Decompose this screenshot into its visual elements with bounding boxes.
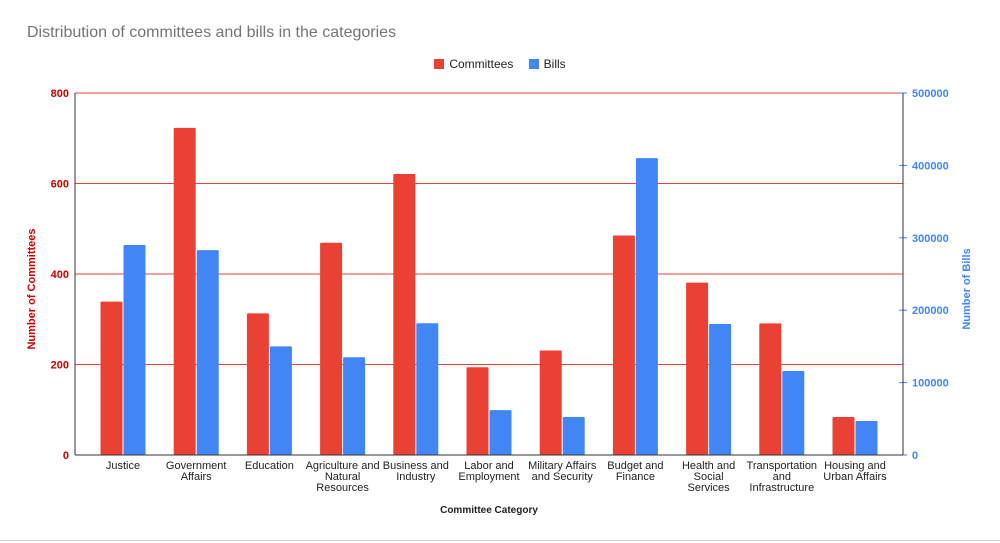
bar-bills	[123, 245, 146, 455]
x-tick-label: Affairs	[181, 471, 212, 483]
x-tick-label: Justice	[106, 460, 140, 472]
legend-label-bills: Bills	[543, 57, 566, 71]
bar-committees	[759, 323, 782, 455]
x-tick-label: Housing and	[824, 460, 886, 472]
x-tick-label: Services	[688, 482, 731, 494]
x-tick-label: Employment	[458, 471, 519, 483]
bar-committees	[466, 367, 489, 455]
legend-swatch-bills	[528, 59, 539, 69]
y-tick-label: 600	[51, 179, 69, 191]
x-tick-label: Resources	[316, 482, 369, 494]
bar-bills	[416, 323, 439, 455]
x-tick-label: and Security	[532, 471, 594, 483]
x-tick-label: Health and	[682, 460, 735, 472]
legend-item-committees[interactable]: Committees	[434, 57, 513, 71]
bar-bills	[709, 323, 732, 455]
legend-swatch-committees	[434, 59, 445, 69]
bar-committees	[173, 127, 196, 455]
x-tick-label: Natural	[325, 471, 360, 483]
legend-label-committees: Committees	[449, 57, 514, 71]
x-tick-label: Business and	[383, 460, 449, 472]
x-tick-label: Agriculture and	[306, 460, 380, 472]
x-tick-label: and	[773, 471, 791, 483]
bar-bills	[562, 416, 585, 455]
x-tick-label: Finance	[616, 471, 655, 483]
bar-committees	[612, 235, 635, 455]
x-axis-title: Committee Category	[440, 505, 538, 516]
legend-item-bills[interactable]: Bills	[528, 57, 566, 71]
y2-tick-label: 300000	[912, 233, 949, 245]
y2-tick-label: 400000	[912, 160, 949, 172]
bar-committees	[320, 242, 343, 455]
bar-bills	[635, 158, 658, 455]
y2-tick-label: 0	[912, 450, 918, 462]
y2-tick-label: 100000	[912, 378, 949, 390]
bar-committees	[100, 301, 123, 455]
x-tick-label: Industry	[396, 471, 436, 483]
y-tick-label: 0	[63, 450, 69, 462]
bar-bills	[782, 371, 805, 455]
bar-committees	[393, 173, 416, 455]
x-tick-label: Social	[694, 471, 724, 483]
x-tick-label: Transportation	[747, 460, 818, 472]
bar-committees	[832, 416, 855, 455]
x-tick-label: Urban Affairs	[823, 471, 887, 483]
bar-bills	[196, 250, 219, 455]
y2-tick-label: 500000	[912, 88, 949, 100]
bar-bills	[343, 357, 366, 455]
bar-committees	[686, 282, 709, 455]
bar-bills	[489, 410, 512, 455]
x-tick-label: Infrastructure	[749, 482, 814, 494]
bar-bills	[855, 420, 878, 455]
divider	[0, 540, 1000, 541]
bar-bills	[269, 346, 292, 455]
y2-axis-title: Number of Bills	[961, 248, 973, 329]
x-tick-label: Government	[166, 460, 227, 472]
x-tick-label: Labor and	[464, 460, 514, 472]
y-tick-label: 200	[51, 360, 69, 372]
x-tick-label: Budget and	[607, 460, 663, 472]
x-tick-label: Military Affairs	[528, 460, 597, 472]
legend: Committees Bills	[0, 57, 1000, 72]
y2-tick-label: 200000	[912, 305, 949, 317]
bar-committees	[539, 350, 562, 455]
chart-title: Distribution of committees and bills in …	[27, 24, 397, 41]
bar-committees	[246, 313, 269, 455]
x-tick-label: Education	[245, 460, 294, 472]
y-tick-label: 400	[51, 269, 69, 281]
y-axis-title: Number of Committees	[26, 228, 38, 349]
y-tick-label: 800	[51, 88, 69, 100]
